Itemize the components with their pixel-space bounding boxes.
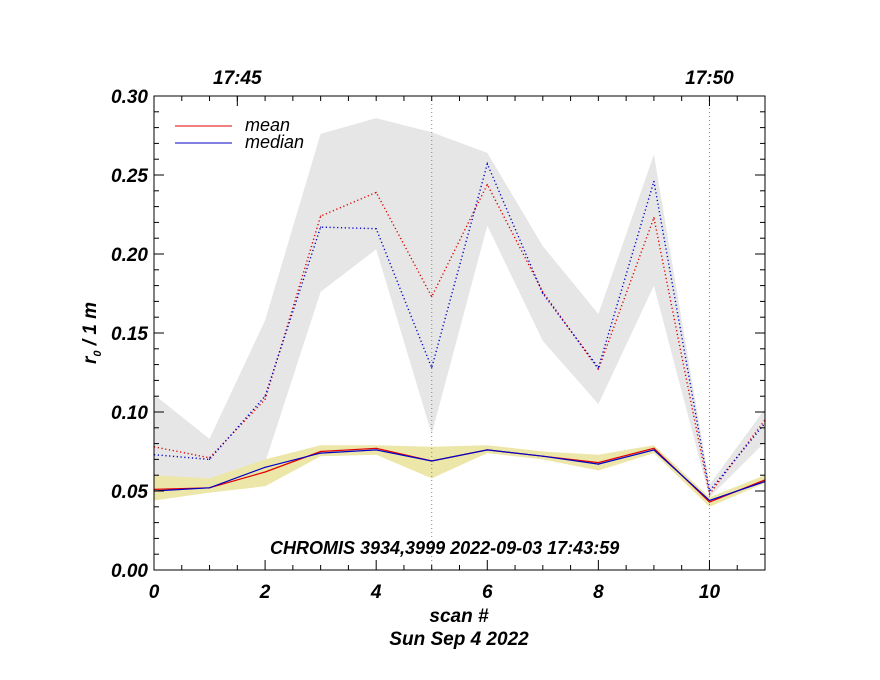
data-point-upper-mean — [208, 457, 211, 459]
y-tick-label: 0.05 — [111, 482, 148, 503]
y-tick-label: 0.00 — [111, 561, 148, 582]
y-axis-label: r0 / 1 m — [80, 302, 104, 364]
data-point-lower-median — [264, 466, 266, 468]
data-point-upper-median — [320, 226, 322, 228]
data-point-lower-median — [375, 449, 377, 451]
data-point-upper-mean — [597, 368, 599, 370]
y-tick-label: 0.20 — [111, 245, 148, 266]
y-axis-label-main: r — [80, 355, 101, 364]
top-time-label: 17:50 — [685, 68, 734, 89]
data-point-upper-median — [264, 395, 266, 397]
data-point-upper-mean — [708, 493, 711, 495]
chart-annotation: CHROMIS 3934,3999 2022-09-03 17:43:59 — [270, 538, 619, 558]
legend-median-label: median — [245, 132, 304, 152]
data-point-upper-median — [708, 490, 711, 492]
series-line-lower-median — [153, 449, 766, 502]
x-axis-date-label: Sun Sep 4 2022 — [389, 629, 529, 650]
data-point-upper-median — [653, 180, 655, 182]
x-axis-label: scan # — [429, 606, 489, 627]
data-point-upper-median — [375, 228, 377, 230]
data-point-upper-median — [208, 458, 211, 460]
y-tick-label: 0.30 — [111, 87, 148, 108]
x-tick-label: 10 — [699, 582, 721, 603]
data-point-lower-median — [597, 463, 599, 465]
data-point-lower-mean — [320, 450, 322, 453]
data-point-lower-median — [486, 449, 488, 451]
y-tick-label: 0.25 — [111, 166, 148, 187]
data-point-upper-median — [431, 367, 433, 369]
data-point-lower-mean — [708, 501, 711, 503]
data-point-lower-median — [431, 460, 433, 462]
x-tick-label: 4 — [370, 582, 382, 603]
data-point-lower-median — [708, 499, 711, 502]
ticks-layer — [153, 95, 766, 571]
data-point-upper-mean — [320, 215, 322, 217]
data-point-upper-mean — [486, 183, 488, 186]
data-point-lower-median — [653, 449, 655, 451]
data-point-lower-median — [542, 455, 544, 457]
data-point-upper-mean — [653, 217, 655, 219]
series-line-upper-mean — [153, 182, 766, 496]
y-axis-label-rest: / 1 m — [80, 302, 101, 351]
x-tick-label: 6 — [482, 582, 493, 603]
data-point-upper-mean — [431, 296, 433, 298]
x-tick-label: 2 — [259, 582, 271, 603]
series-line-upper-median — [153, 161, 766, 493]
legend-mean-label: mean — [245, 115, 290, 135]
labels-layer: 0 2 4 6 8 10 0.00 0.05 0.10 0.15 0.20 0.25 0.30 17:45… — [111, 68, 734, 603]
data-point-lower-mean — [264, 471, 266, 473]
x-tick-label: 0 — [149, 582, 160, 603]
data-point-lower-mean — [653, 447, 655, 449]
top-time-label: 17:45 — [213, 68, 262, 89]
data-point-lower-median — [208, 487, 211, 489]
data-point-upper-median — [486, 163, 488, 165]
data-point-lower-median — [320, 452, 322, 454]
y-tick-label: 0.10 — [111, 403, 148, 424]
data-point-lower-mean — [375, 447, 377, 449]
data-point-upper-mean — [375, 191, 377, 193]
data-point-upper-mean — [264, 398, 266, 400]
y-axis-label-subscript: 0 — [92, 350, 104, 357]
data-point-upper-median — [542, 292, 544, 295]
y-tick-label: 0.15 — [111, 324, 148, 345]
grid-layer — [431, 96, 710, 570]
data-point-lower-mean — [597, 461, 599, 464]
legend: mean median — [175, 115, 304, 152]
data-point-upper-median — [597, 367, 599, 369]
x-tick-label: 8 — [593, 582, 604, 603]
band-upper-range — [154, 118, 765, 498]
